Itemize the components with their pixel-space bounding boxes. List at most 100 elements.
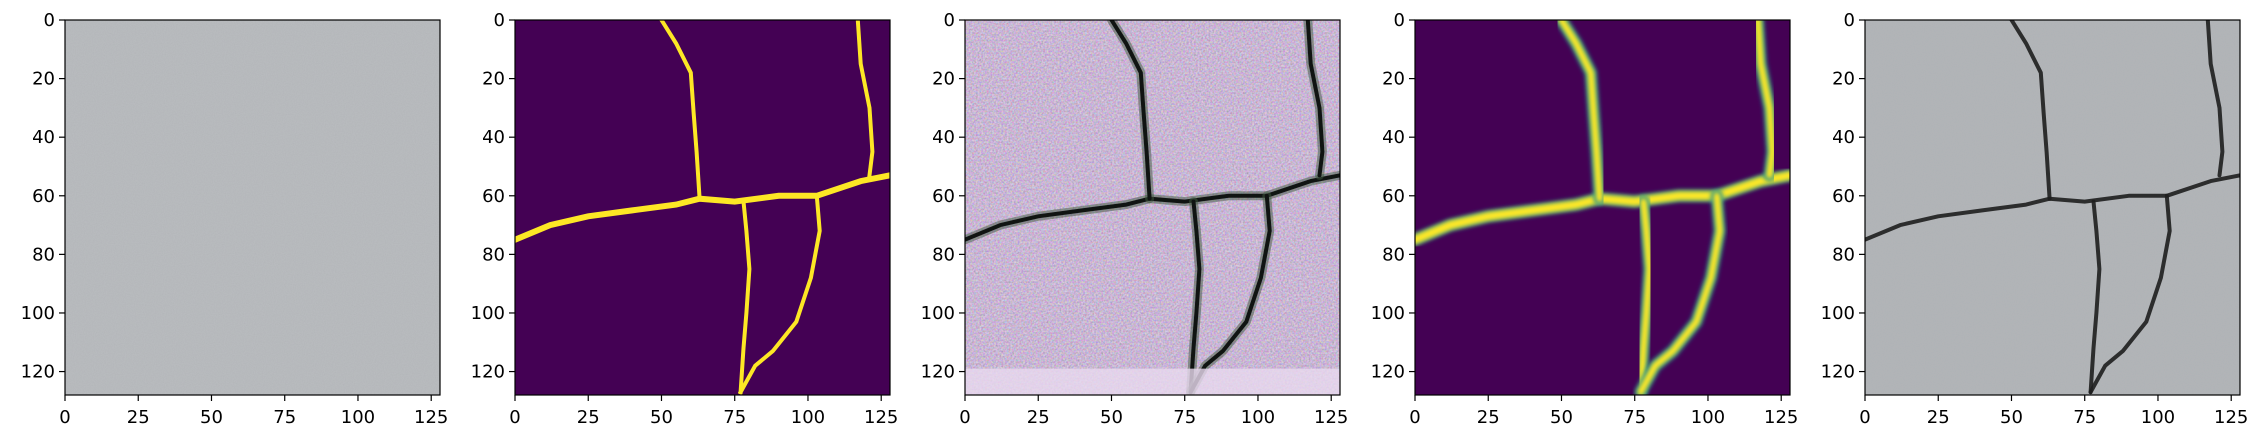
soft-lower-right (1637, 192, 1724, 395)
y-tick-label: 0 (44, 10, 55, 31)
panel-image (1415, 20, 1790, 395)
y-tick-label: 120 (921, 362, 955, 383)
y-tick-label: 20 (32, 69, 55, 90)
x-tick-label: 0 (1409, 407, 1420, 428)
y-tick-label: 40 (1382, 127, 1405, 148)
x-tick-label: 125 (864, 407, 898, 428)
x-tick-label: 25 (1927, 407, 1950, 428)
y-tick-label: 40 (932, 127, 955, 148)
panel-image (65, 20, 440, 395)
x-tick-label: 100 (791, 407, 825, 428)
panel-image (1865, 20, 2240, 395)
y-tick-label: 60 (32, 186, 55, 207)
axes-frame (514, 19, 891, 396)
y-tick-label: 60 (482, 186, 505, 207)
x-tick-label: 25 (1477, 407, 1500, 428)
panel-image (965, 20, 1340, 395)
axes-frame (1414, 19, 1791, 396)
x-tick-label: 50 (1550, 407, 1573, 428)
y-tick-label: 20 (932, 69, 955, 90)
axes-frame (64, 19, 441, 396)
panel-4: 0 25 50 75 100 125 0 20 40 60 80 100 120 (1371, 10, 1799, 428)
x-tick-label: 75 (1623, 407, 1646, 428)
x-tick-label: 50 (2000, 407, 2023, 428)
crack-top-branch (2009, 20, 2052, 201)
y-tick-label: 100 (921, 303, 955, 324)
y-tick-label: 20 (482, 69, 505, 90)
soft-right-branch (1754, 20, 1776, 179)
y-tick-label: 80 (482, 244, 505, 265)
x-tick-label: 125 (414, 407, 448, 428)
x-tick-label: 75 (2073, 407, 2096, 428)
y-tick-label: 60 (1382, 186, 1405, 207)
x-tick-label: 0 (959, 407, 970, 428)
x-tick-label: 75 (1173, 407, 1196, 428)
y-tick-label: 100 (1371, 303, 1405, 324)
y-tick-label: 100 (471, 303, 505, 324)
mask-lower-left (738, 199, 752, 395)
crack-right-branch (2205, 20, 2225, 178)
x-tick-label: 125 (1314, 407, 1348, 428)
crack-lower-right (2088, 193, 2172, 395)
y-tick-label: 40 (32, 127, 55, 148)
y-tick-label: 80 (32, 244, 55, 265)
y-tick-label: 20 (1382, 69, 1405, 90)
y-tick-label: 60 (932, 186, 955, 207)
x-tick-label: 50 (650, 407, 673, 428)
axes-frame (964, 19, 1341, 396)
y-tick-label: 80 (1382, 244, 1405, 265)
y-tick-label: 100 (1821, 303, 1855, 324)
panel-5: 0 25 50 75 100 125 0 20 40 60 80 100 120 (1821, 10, 2249, 428)
panel-image (515, 20, 890, 395)
x-tick-label: 25 (127, 407, 150, 428)
crack-top-branch (1109, 20, 1152, 201)
crack-right-branch (1305, 20, 1325, 178)
generated-texture (965, 20, 1340, 395)
y-tick-label: 0 (944, 10, 955, 31)
y-tick-label: 0 (494, 10, 505, 31)
x-tick-label: 75 (273, 407, 296, 428)
x-tick-label: 75 (723, 407, 746, 428)
y-tick-label: 120 (21, 362, 55, 383)
x-tick-label: 25 (1027, 407, 1050, 428)
mask-background (1415, 20, 1790, 395)
crack-lower-right (1188, 193, 1272, 395)
y-tick-label: 0 (1844, 10, 1855, 31)
y-tick-label: 120 (1371, 362, 1405, 383)
x-tick-label: 125 (2214, 407, 2248, 428)
y-tick-label: 120 (471, 362, 505, 383)
x-tick-label: 100 (1241, 407, 1275, 428)
panels: 0 25 50 75 100 125 0 20 40 60 80 100 120 0 25 50 75 100 12… (21, 10, 2249, 428)
y-tick-label: 80 (932, 244, 955, 265)
panel-2: 0 25 50 75 100 125 0 20 40 60 80 100 120 (471, 10, 899, 428)
x-tick-label: 25 (577, 407, 600, 428)
axes-frame (1864, 19, 2241, 396)
x-tick-label: 100 (341, 407, 375, 428)
x-tick-label: 125 (1764, 407, 1798, 428)
concrete-texture (65, 20, 440, 395)
y-tick-label: 20 (1832, 69, 1855, 90)
x-tick-label: 50 (200, 407, 223, 428)
concrete-texture (1865, 20, 2240, 395)
panel-1: 0 25 50 75 100 125 0 20 40 60 80 100 120 (21, 10, 449, 428)
x-tick-label: 50 (1100, 407, 1123, 428)
y-tick-label: 80 (1832, 244, 1855, 265)
mask-top-branch (659, 20, 702, 201)
mask-right-branch (855, 20, 875, 178)
y-tick-label: 0 (1394, 10, 1405, 31)
x-tick-label: 0 (509, 407, 520, 428)
y-tick-label: 40 (482, 127, 505, 148)
crack-lower-left (1188, 199, 1202, 395)
x-tick-label: 0 (59, 407, 70, 428)
x-tick-label: 100 (2141, 407, 2175, 428)
soft-top-branch (1558, 20, 1604, 203)
crack-lower-left (2088, 199, 2102, 395)
mask-background (515, 20, 890, 395)
x-tick-label: 100 (1691, 407, 1725, 428)
y-tick-label: 120 (1821, 362, 1855, 383)
y-tick-label: 100 (21, 303, 55, 324)
bottom-artifact-band (965, 368, 1340, 395)
x-tick-label: 0 (1859, 407, 1870, 428)
soft-lower-left (1637, 198, 1653, 395)
